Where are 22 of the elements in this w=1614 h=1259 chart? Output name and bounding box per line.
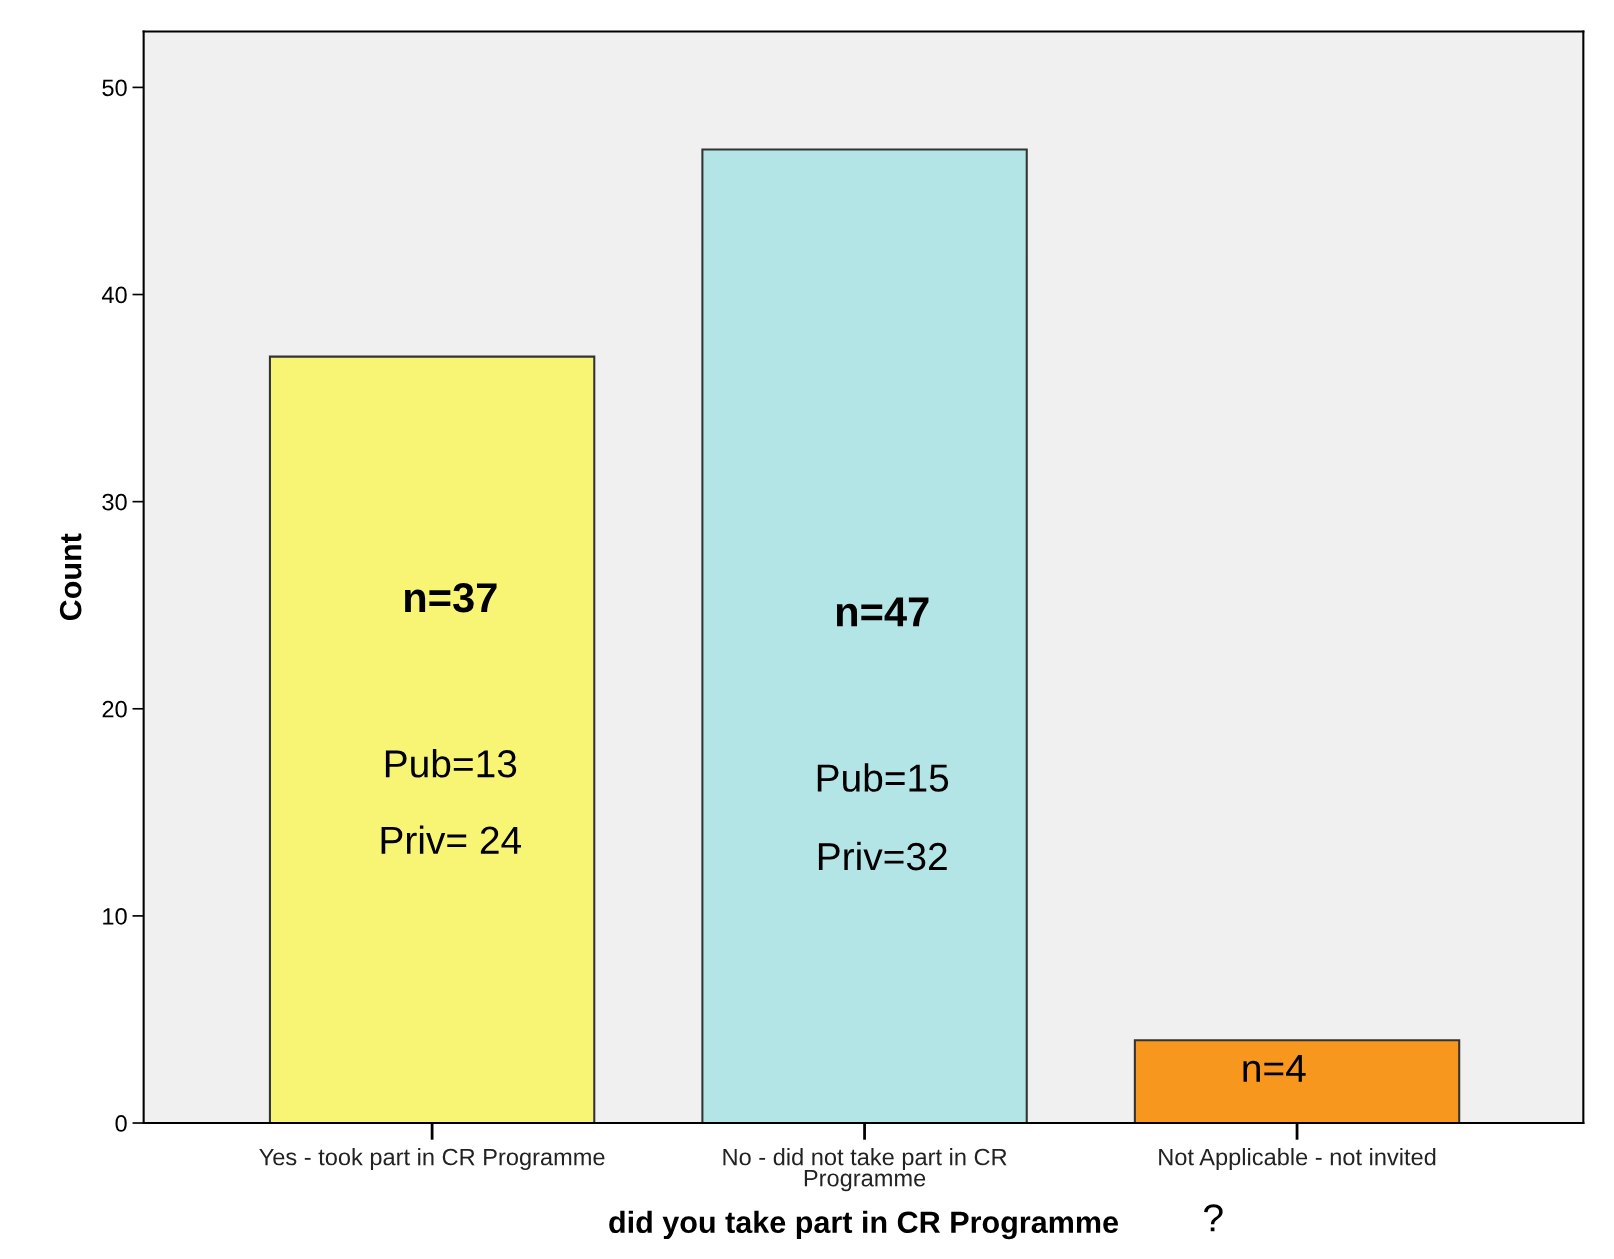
annotation: Priv= 24 xyxy=(381,825,522,854)
annotation: Priv=32 xyxy=(818,841,947,871)
text: ? xyxy=(1204,1204,1223,1232)
y-tick-label: 40 xyxy=(101,286,127,304)
y-axis-title: Count xyxy=(59,533,82,621)
annotation: Pub=13 xyxy=(385,749,517,778)
y-tick-label: 50 xyxy=(102,79,127,97)
bar xyxy=(1133,1039,1461,1124)
annotation: n=47 xyxy=(836,597,929,627)
x-axis-title: did you take part in CR Programme xyxy=(609,1210,1118,1240)
y-tick-label: 0 xyxy=(115,1115,127,1132)
x-tick-label: Yes - took part in CR Programme xyxy=(259,1148,605,1171)
bar xyxy=(268,355,596,1124)
bar xyxy=(701,148,1028,1124)
annotation: n=37 xyxy=(404,582,497,613)
y-tick-label: 10 xyxy=(103,907,127,925)
x-tick-label: Not Applicable - not invited xyxy=(1159,1148,1436,1171)
y-tick-label: 20 xyxy=(102,700,127,718)
x-tick-label: No - did not take part in CR Programme xyxy=(723,1148,1007,1192)
y-tick-label: 30 xyxy=(102,493,127,511)
annotation: Pub=15 xyxy=(817,763,949,792)
annotation: n=4 xyxy=(1243,1055,1306,1082)
